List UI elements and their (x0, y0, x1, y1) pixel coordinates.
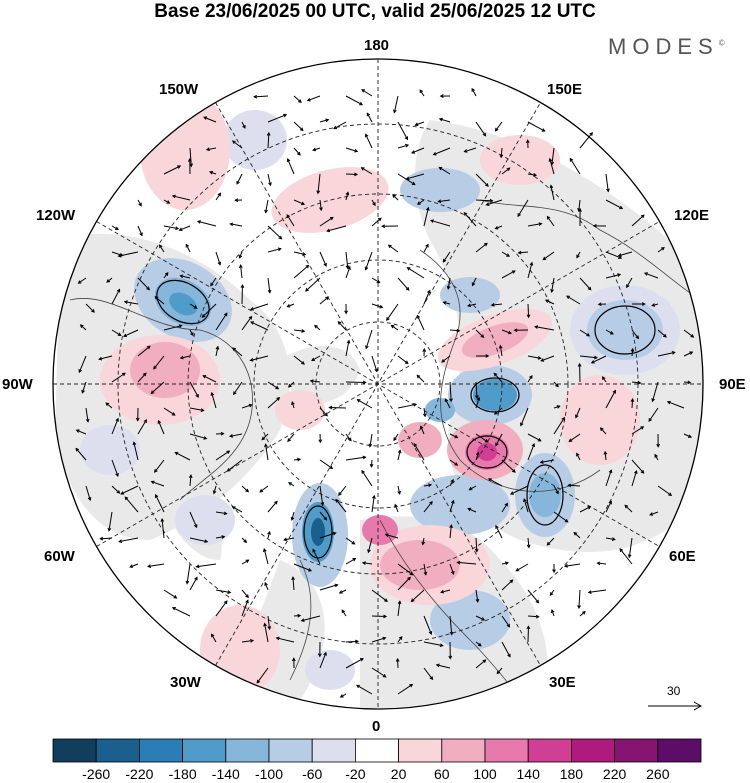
colorbar-tick-label: -180 (168, 766, 197, 782)
brand-logo: MODES© (608, 34, 725, 59)
colorbar-swatch (484, 738, 529, 763)
lon-label-60e: 60E (669, 548, 696, 565)
colorbar-swatch (354, 738, 399, 763)
colorbar-tick-label: 100 (473, 766, 497, 782)
lon-label-150w: 150W (159, 81, 199, 98)
colorbar-swatch (52, 738, 97, 763)
wind-vectors (75, 87, 695, 698)
colorbar-tick-label: 60 (434, 766, 450, 782)
map-field (53, 59, 703, 709)
colorbar-swatch (441, 738, 486, 763)
colorbar-tick-label: 260 (646, 766, 670, 782)
colorbar-tick-label: -260 (82, 766, 111, 782)
colorbar-swatch (571, 738, 616, 763)
colorbar-swatch (614, 738, 659, 763)
colorbar-swatch (95, 738, 140, 763)
map-title: Base 23/06/2025 00 UTC, valid 25/06/2025… (154, 1, 596, 22)
meridian-lines (53, 59, 703, 709)
lon-label-90e: 90E (719, 376, 746, 393)
colorbar-tick-label: -140 (211, 766, 240, 782)
colorbar-tick-label: -100 (254, 766, 284, 782)
wind-reference-label: 30 (667, 684, 681, 698)
colorbar-swatch (138, 738, 183, 763)
lon-label-120e: 120E (674, 207, 710, 224)
map-boundary (52, 58, 704, 710)
colorbar-swatch (268, 738, 313, 763)
lon-label-0: 0 (372, 718, 381, 735)
colorbar (52, 738, 702, 763)
colorbar-tick-label: -20 (345, 766, 366, 782)
colorbar-swatch (527, 738, 572, 763)
lon-label-30w: 30W (170, 674, 201, 691)
lon-label-60w: 60W (44, 548, 75, 565)
colorbar-swatch (182, 738, 227, 763)
colorbar-swatch (398, 738, 443, 763)
colorbar-swatch (311, 738, 356, 763)
colorbar-tick-label: -220 (125, 766, 154, 782)
colorbar-tick-label: 140 (516, 766, 540, 782)
colorbar-tick-label: -60 (302, 766, 323, 782)
lon-label-150e: 150E (547, 81, 583, 98)
lon-label-30e: 30E (549, 674, 576, 691)
colorbar-swatch (225, 738, 270, 763)
colorbar-tick-label: 20 (390, 766, 407, 782)
colorbar-tick-label: 180 (559, 766, 584, 782)
lon-label-120w: 120W (36, 207, 76, 224)
wind-reference-arrow (648, 701, 703, 711)
colorbar-tick-label: 220 (602, 766, 627, 782)
lon-label-180: 180 (364, 37, 390, 54)
lon-label-90w: 90W (2, 376, 33, 393)
colorbar-swatch (657, 738, 702, 763)
